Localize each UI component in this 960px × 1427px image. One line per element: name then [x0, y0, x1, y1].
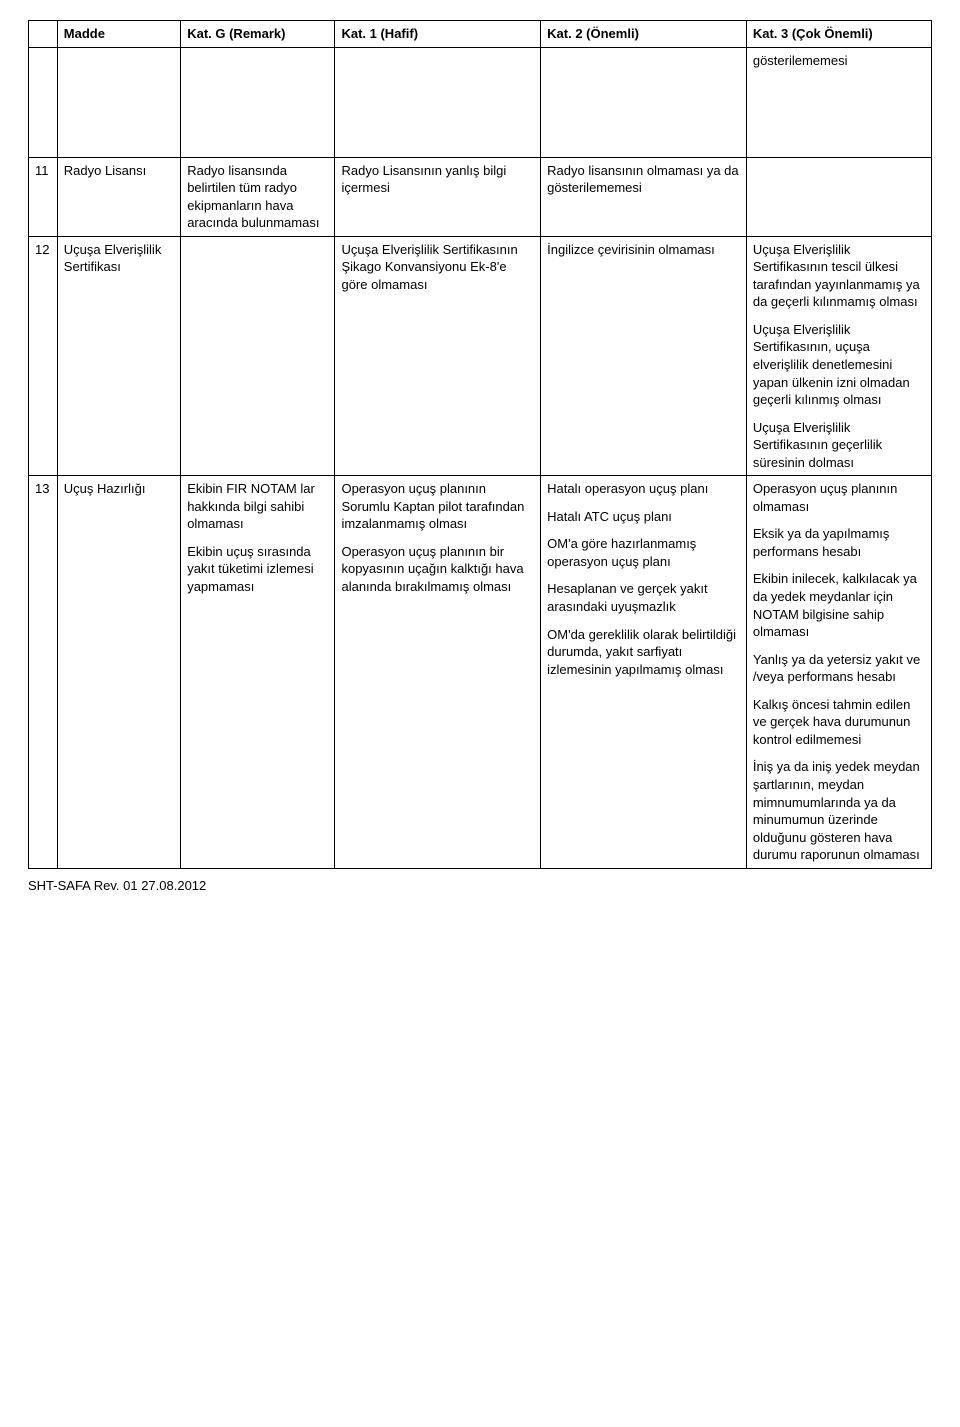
cell-katg	[181, 47, 335, 157]
cell-text: Uçuşa Elverişlilik Sertifikasının geçerl…	[753, 419, 925, 472]
cell-text: Eksik ya da yapılmamış performans hesabı	[753, 525, 925, 560]
table-row: 13 Uçuş Hazırlığı Ekibin FIR NOTAM lar h…	[29, 476, 932, 868]
cell-text: gösterilememesi	[753, 52, 925, 70]
cell-text: Operasyon uçuş planının olmaması	[753, 480, 925, 515]
table-body: gösterilememesi 11 Radyo Lisansı Radyo l…	[29, 47, 932, 868]
cell-text: Uçuşa Elverişlilik Sertifikasının Şikago…	[341, 241, 534, 294]
cell-kat3: gösterilememesi	[746, 47, 931, 157]
header-madde: Madde	[57, 21, 180, 48]
cell-text: Uçuşa Elverişlilik Sertifikasının, uçuşa…	[753, 321, 925, 409]
cell-text: Hatalı ATC uçuş planı	[547, 508, 740, 526]
header-katg: Kat. G (Remark)	[181, 21, 335, 48]
cell-kat1: Radyo Lisansının yanlış bilgi içermesi	[335, 157, 541, 236]
header-num	[29, 21, 58, 48]
cell-num	[29, 47, 58, 157]
cell-text: OM'a göre hazırlanmamış operasyon uçuş p…	[547, 535, 740, 570]
cell-text: Yanlış ya da yetersiz yakıt ve /veya per…	[753, 651, 925, 686]
cell-madde: Radyo Lisansı	[57, 157, 180, 236]
cell-text: Operasyon uçuş planının Sorumlu Kaptan p…	[341, 480, 534, 533]
cell-katg	[181, 236, 335, 476]
cell-text: Ekibin FIR NOTAM lar hakkında bilgi sahi…	[187, 480, 328, 533]
cell-katg: Radyo lisansında belirtilen tüm radyo ek…	[181, 157, 335, 236]
cell-kat3: Operasyon uçuş planının olmaması Eksik y…	[746, 476, 931, 868]
cell-kat2: Hatalı operasyon uçuş planı Hatalı ATC u…	[541, 476, 747, 868]
cell-text: İniş ya da iniş yedek meydan şartlarının…	[753, 758, 925, 863]
cell-num: 11	[29, 157, 58, 236]
cell-kat1: Uçuşa Elverişlilik Sertifikasının Şikago…	[335, 236, 541, 476]
cell-kat2: İngilizce çevirisinin olmaması	[541, 236, 747, 476]
cell-text: OM'da gereklilik olarak belirtildiği dur…	[547, 626, 740, 679]
cell-madde: Uçuş Hazırlığı	[57, 476, 180, 868]
cell-text: İngilizce çevirisinin olmaması	[547, 241, 740, 259]
cell-text: Ekibin inilecek, kalkılacak ya da yedek …	[753, 570, 925, 640]
cell-kat1	[335, 47, 541, 157]
cell-text: Operasyon uçuş planının bir kopyasının u…	[341, 543, 534, 596]
cell-num: 13	[29, 476, 58, 868]
cell-kat3	[746, 157, 931, 236]
table-row: 12 Uçuşa Elverişlilik Sertifikası Uçuşa …	[29, 236, 932, 476]
cell-kat2: Radyo lisansının olmaması ya da gösteril…	[541, 157, 747, 236]
cell-text: Uçuşa Elverişlilik Sertifikasının tescil…	[753, 241, 925, 311]
cell-kat2	[541, 47, 747, 157]
cell-kat3: Uçuşa Elverişlilik Sertifikasının tescil…	[746, 236, 931, 476]
cell-text: Kalkış öncesi tahmin edilen ve gerçek ha…	[753, 696, 925, 749]
cell-text: Ekibin uçuş sırasında yakıt tüketimi izl…	[187, 543, 328, 596]
cell-text: Hatalı operasyon uçuş planı	[547, 480, 740, 498]
cell-katg: Ekibin FIR NOTAM lar hakkında bilgi sahi…	[181, 476, 335, 868]
findings-table: Madde Kat. G (Remark) Kat. 1 (Hafif) Kat…	[28, 20, 932, 869]
cell-madde	[57, 47, 180, 157]
cell-text: Hesaplanan ve gerçek yakıt arasındaki uy…	[547, 580, 740, 615]
table-header-row: Madde Kat. G (Remark) Kat. 1 (Hafif) Kat…	[29, 21, 932, 48]
table-row: gösterilememesi	[29, 47, 932, 157]
cell-madde: Uçuşa Elverişlilik Sertifikası	[57, 236, 180, 476]
cell-num: 12	[29, 236, 58, 476]
header-kat3: Kat. 3 (Çok Önemli)	[746, 21, 931, 48]
table-row: 11 Radyo Lisansı Radyo lisansında belirt…	[29, 157, 932, 236]
cell-text: Radyo lisansında belirtilen tüm radyo ek…	[187, 162, 328, 232]
header-kat2: Kat. 2 (Önemli)	[541, 21, 747, 48]
cell-text: Radyo Lisansının yanlış bilgi içermesi	[341, 162, 534, 197]
header-kat1: Kat. 1 (Hafif)	[335, 21, 541, 48]
cell-text: Radyo lisansının olmaması ya da gösteril…	[547, 162, 740, 197]
cell-kat1: Operasyon uçuş planının Sorumlu Kaptan p…	[335, 476, 541, 868]
page-footer: SHT-SAFA Rev. 01 27.08.2012	[28, 877, 932, 895]
